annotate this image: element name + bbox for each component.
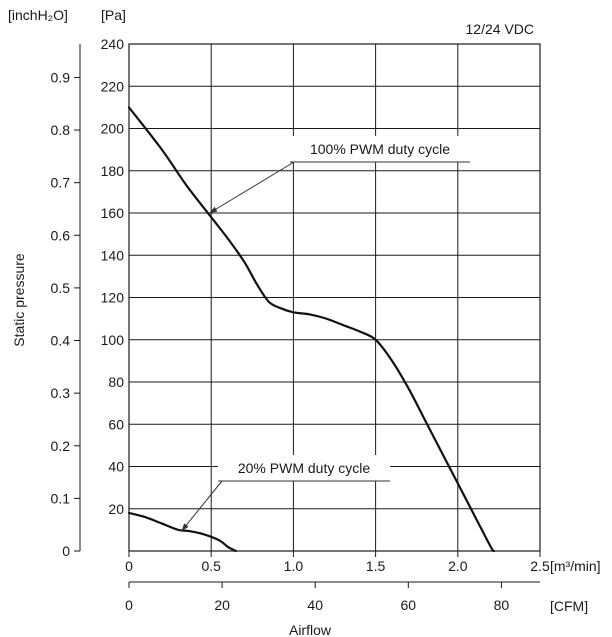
arrowhead-icon bbox=[181, 523, 189, 531]
pa-tick-label: 160 bbox=[101, 205, 125, 221]
inch-tick-label: 0.6 bbox=[51, 227, 71, 243]
annotation-bg bbox=[218, 455, 390, 481]
inch-tick-label: 0.4 bbox=[51, 333, 71, 349]
series-line-pwm20 bbox=[127, 511, 237, 553]
annotation-label: 100% PWM duty cycle bbox=[310, 141, 450, 157]
pa-tick-label: 60 bbox=[108, 416, 124, 432]
pa-unit-label: [Pa] bbox=[101, 7, 126, 23]
pa-tick-label: 100 bbox=[101, 332, 125, 348]
pa-tick-label: 80 bbox=[108, 374, 124, 390]
inch-tick-label: 0.2 bbox=[51, 438, 71, 454]
cfm-tick-label: 0 bbox=[125, 597, 133, 613]
inch-tick-label: 0.5 bbox=[51, 280, 71, 296]
series-line-pwm100 bbox=[127, 106, 496, 553]
y-axis-title: Static pressure bbox=[11, 253, 27, 347]
x-tick-label: 0 bbox=[125, 558, 133, 574]
annotation-leader bbox=[209, 161, 295, 214]
pa-tick-label: 20 bbox=[108, 501, 124, 517]
pa-tick-label: 140 bbox=[101, 247, 125, 263]
annotation-bg bbox=[290, 136, 470, 162]
inch-tick-label: 0.7 bbox=[51, 175, 71, 191]
inch-tick-label: 0.1 bbox=[51, 490, 71, 506]
cfm-tick-label: 80 bbox=[494, 597, 510, 613]
inch-tick-label: 0.9 bbox=[51, 69, 71, 85]
inch-unit-label: [inchH₂O] bbox=[8, 7, 68, 23]
x-tick-label: 2.0 bbox=[448, 558, 468, 574]
x-tick-label: 0.5 bbox=[201, 558, 221, 574]
pa-tick-label: 180 bbox=[101, 163, 125, 179]
cfm-tick-label: 60 bbox=[401, 597, 417, 613]
arrowhead-icon bbox=[209, 206, 218, 213]
inch-tick-label: 0.3 bbox=[51, 385, 71, 401]
chart-subtitle: 12/24 VDC bbox=[466, 21, 534, 37]
x-axis-title: Airflow bbox=[289, 622, 332, 637]
pa-tick-label: 220 bbox=[101, 78, 125, 94]
annotation-label: 20% PWM duty cycle bbox=[238, 460, 370, 476]
x-tick-label: 1.0 bbox=[284, 558, 304, 574]
pa-tick-label: 240 bbox=[101, 36, 125, 52]
pa-tick-label: 120 bbox=[101, 290, 125, 306]
x-tick-label: 2.5 bbox=[530, 558, 550, 574]
cfm-tick-label: 20 bbox=[214, 597, 230, 613]
pa-tick-label: 40 bbox=[108, 459, 124, 475]
x-unit-primary: [m³/min] bbox=[550, 558, 601, 574]
annotation-leader bbox=[181, 480, 223, 532]
pa-tick-label: 200 bbox=[101, 121, 125, 137]
cfm-tick-label: 40 bbox=[307, 597, 323, 613]
inch-tick-label: 0 bbox=[62, 543, 70, 559]
x-unit-secondary: [CFM] bbox=[550, 598, 588, 614]
inch-tick-label: 0.8 bbox=[51, 122, 71, 138]
x-tick-label: 1.5 bbox=[366, 558, 386, 574]
